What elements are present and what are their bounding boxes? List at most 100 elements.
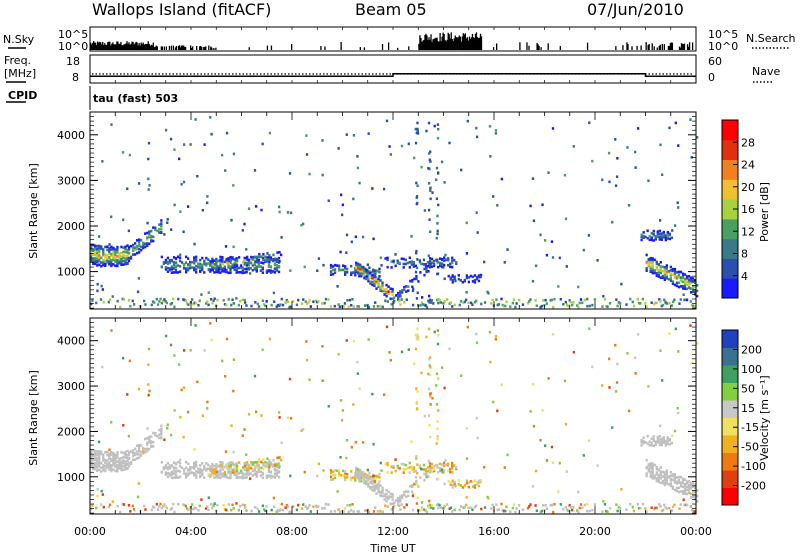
power-cell (500, 177, 503, 181)
power-cell (96, 244, 99, 248)
velocity-cell (359, 473, 362, 476)
velocity-cell (275, 471, 279, 475)
power-cell (675, 284, 679, 288)
power-cell (335, 264, 339, 267)
power-cell (657, 273, 660, 276)
velocity-cell (183, 349, 186, 352)
power-cell (367, 279, 370, 283)
velocity-cell (182, 435, 185, 439)
velocity-cell (205, 462, 208, 465)
noise-bar (139, 45, 141, 50)
velocity-cell (483, 506, 487, 509)
power-cell (448, 141, 451, 145)
velocity-cell (197, 467, 200, 471)
noise-bar (444, 40, 446, 50)
power-cell (154, 226, 157, 230)
velocity-cell (429, 395, 432, 398)
velocity-cell (647, 463, 650, 466)
power-cell (245, 265, 248, 268)
velocity-cell (225, 337, 229, 341)
velocity-cell (407, 348, 410, 351)
power-cell (270, 271, 273, 274)
power-cell (664, 236, 667, 240)
power-cell (475, 299, 478, 303)
velocity-cell (225, 465, 228, 468)
power-cell (288, 305, 291, 309)
velocity-cell (471, 508, 474, 512)
power-cell (690, 303, 694, 307)
velocity-cell (677, 411, 680, 415)
power-cell (108, 243, 111, 246)
power-cell (528, 300, 531, 303)
velocity-cell (124, 456, 127, 459)
power-cell (502, 304, 506, 308)
power-cell (207, 303, 210, 307)
noise-bar (109, 41, 111, 50)
power-cell (389, 287, 392, 291)
noise-bar (627, 44, 629, 50)
velocity-cell (427, 499, 431, 503)
power-cell (246, 263, 249, 266)
power-cell (427, 254, 430, 258)
velocity-cell (104, 450, 107, 454)
velocity-cell (346, 476, 349, 479)
power-cell (647, 262, 650, 265)
velocity-cell (689, 487, 693, 490)
colorbar-cell (722, 120, 738, 141)
velocity-cell (229, 470, 232, 474)
power-cell (209, 297, 213, 301)
power-cell (496, 303, 499, 307)
velocity-cell (431, 396, 434, 400)
velocity-cell (379, 510, 382, 513)
velocity-cell (492, 400, 495, 404)
power-cell (483, 301, 487, 304)
velocity-cell (215, 474, 218, 477)
power-cell (272, 253, 275, 257)
velocity-cell (685, 488, 689, 492)
power-cell (689, 278, 693, 282)
power-cell (102, 263, 105, 267)
power-cell (459, 279, 462, 282)
power-cell (386, 258, 389, 262)
power-cell (416, 184, 419, 188)
power-cell (673, 276, 677, 279)
power-cell (677, 206, 680, 209)
velocity-cell (411, 508, 415, 512)
velocity-cell (400, 503, 403, 506)
y-tick-label: 4000 (57, 129, 85, 142)
velocity-cell (689, 496, 693, 499)
power-cell (438, 298, 441, 302)
power-cell (689, 300, 692, 303)
velocity-cell (267, 461, 271, 464)
noise-bar (270, 45, 273, 50)
velocity-cell (337, 469, 341, 473)
power-cell (250, 261, 253, 265)
power-cell (517, 298, 521, 302)
colorbar-tick-label: 15 (741, 402, 755, 415)
velocity-cell (660, 439, 663, 443)
velocity-cell (409, 484, 412, 488)
velocity-cell (601, 510, 604, 513)
velocity-cell (661, 480, 664, 483)
power-cell (355, 263, 358, 267)
power-cell (366, 263, 369, 267)
velocity-cell (373, 488, 376, 491)
power-cell (414, 270, 418, 274)
velocity-cell (687, 485, 691, 488)
power-cell (658, 232, 661, 236)
power-cell (166, 262, 170, 266)
velocity-cell (312, 505, 315, 509)
power-cell (427, 294, 431, 298)
power-cell (116, 264, 119, 268)
velocity-cell (428, 469, 432, 473)
velocity-cell (277, 475, 281, 479)
velocity-cell (363, 474, 366, 478)
velocity-cell (656, 437, 659, 441)
power-cell (108, 260, 111, 263)
power-cell (356, 263, 359, 266)
power-cell (160, 219, 163, 222)
velocity-cell (352, 403, 355, 406)
power-cell (197, 303, 200, 307)
noise-bar (431, 41, 433, 50)
power-cell (500, 297, 503, 301)
